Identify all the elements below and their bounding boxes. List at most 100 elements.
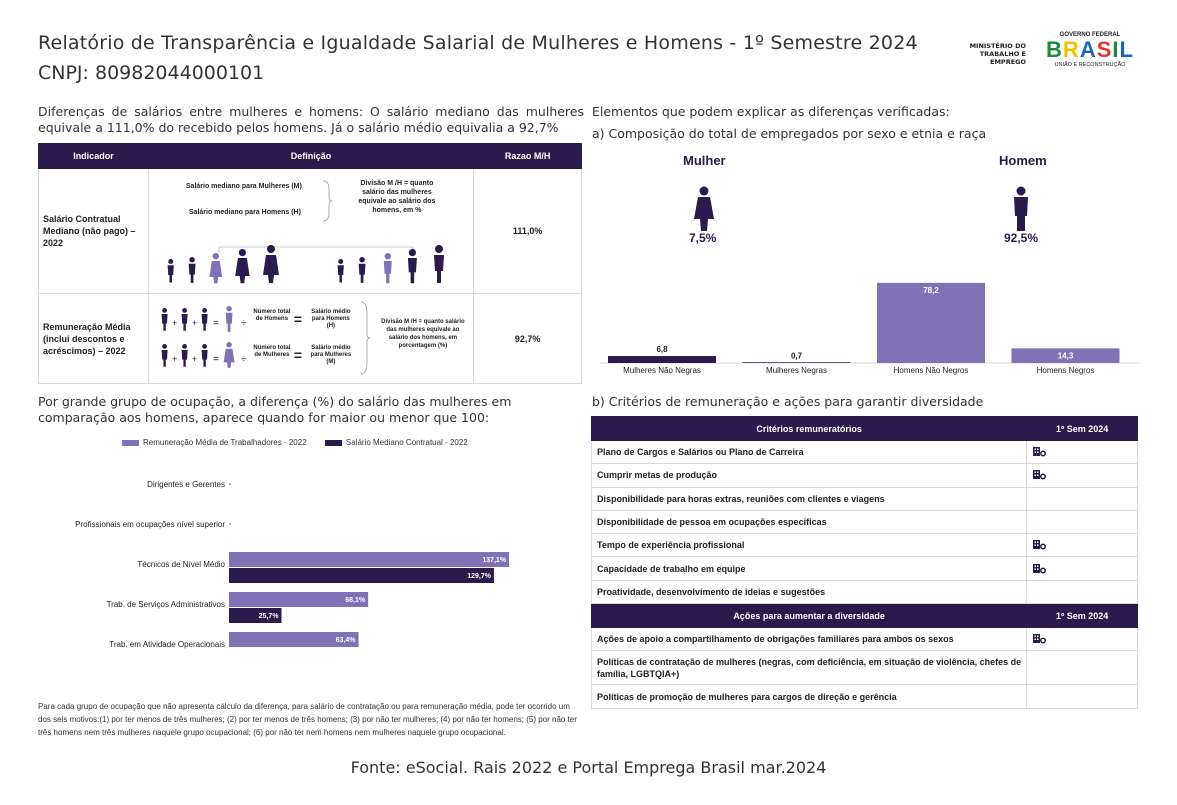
indicator-average: Remuneração Média (inclui descontos e ac… [38,293,149,384]
salary-intro: Diferenças de salários entre mulheres e … [38,104,584,135]
legend-swatch-median [324,439,342,446]
actions-header: Ações para aumentar a diversidade [590,603,1028,629]
comp-category-label: Homens Negros [1037,366,1095,375]
criteria-title: b) Critérios de remuneração e ações para… [592,394,984,409]
criteria-label: Cumprir metas de produção [590,463,1028,488]
comp-bar [608,356,716,363]
def-division-average: Divisão M /H = quanto salário das mulher… [381,319,465,349]
num-women-label: Número total de Mulheres [253,345,291,358]
occ-bar [229,632,359,647]
brace-icon [360,301,370,375]
num-men-label: Número total de Homens [253,309,291,322]
definition-median: Salário mediano para Mulheres (M) Salári… [147,168,475,294]
actions-header-row: Ações para aumentar a diversidade 1º Sem… [590,603,1138,629]
gov-logo-main: BRASIL [1046,37,1134,62]
occ-value-label: 63,4% [336,637,357,644]
table-row: Disponibilidade de pessoa em ocupações e… [590,509,1138,535]
semester-header-2: 1º Sem 2024 [1026,603,1138,629]
occ-category-label: Dirigentes e Gerentes [147,480,225,489]
people-sum-women-icon: + + = ÷ [161,342,247,368]
women-label: Mulher [683,153,726,168]
equals-icon: = [293,311,303,327]
criteria-check [1026,533,1138,558]
page-title: Relatório de Transparência e Igualdade S… [38,32,918,54]
svg-text:+: + [192,318,197,328]
table-row: Remuneração Média (inclui descontos e ac… [38,293,582,384]
comp-bar [742,362,851,363]
man-icon [1014,186,1028,231]
definition-average: + + = ÷ Número total de Homens = Salário… [147,293,475,384]
table-row: Salário Contratual Mediano (não pago) – … [38,168,582,294]
occ-value-label: 137,1% [482,557,507,564]
actions-label: Políticas de promoção de mulheres para c… [590,684,1028,709]
legend-swatch-remuneration [122,439,139,446]
comp-value-label: 14,3 [1058,351,1074,360]
legend-median: Salário Mediano Contratual - 2022 [345,438,468,447]
elements-intro: Elementos que podem explicar as diferenç… [592,104,950,119]
occ-bar [229,592,369,607]
gov-logo-bottom: UNIÃO E RECONSTRUÇÃO [1054,62,1126,68]
criteria-check [1026,509,1138,535]
occupation-chart: Dirigentes e Gerentes Profissionais em oc… [75,480,510,649]
cnpj: CNPJ: 80982044000101 [38,62,265,84]
actions-label: Políticas de contratação de mulheres (ne… [590,650,1028,686]
svg-text:=: = [213,354,219,365]
criteria-header: Critérios remuneratórios [590,416,1028,441]
comp-value-label: 78,2 [923,286,939,295]
source: Fonte: eSocial. Rais 2022 e Portal Empre… [350,758,827,777]
women-pct: 7,5% [689,231,717,245]
comp-bar [877,282,985,363]
ratio-average: 92,7% [473,293,582,384]
svg-text:÷: ÷ [241,354,247,365]
occ-category-label: Trab. em Atividade Operacionais [109,640,225,649]
svg-text:=: = [213,318,219,329]
building-icon [1033,470,1047,480]
occ-bar [229,552,510,567]
composition-chart: 6,8 Mulheres Não Negras 0,7 Mulheres Negras… [600,282,1140,375]
comp-bar [1011,348,1120,363]
comp-value-label: 0,7 [791,351,803,360]
ministry-logo: MINISTÉRIO DO TRABALHO E EMPREGO [969,42,1026,66]
table-row: Políticas de promoção de mulheres para c… [590,684,1138,709]
criteria-check [1026,486,1138,511]
occ-value-label: 25,7% [259,613,280,620]
indicator-table-header: Indicador Definição Razao M/H [38,143,582,169]
building-icon [1033,563,1047,574]
avg-women-label: Salário médio para Mulheres (M) [310,345,352,365]
composition-title: a) Composição do total de empregados por… [592,126,987,141]
col-definition: Definição [147,143,475,169]
criteria-table: Critérios remuneratórios 1º Sem 2024 Pla… [590,416,1138,709]
legend-remuneration: Remuneração Média de Trabalhadores - 202… [143,438,307,447]
occ-value-label: 68,1% [345,597,366,604]
occ-category-label: Trab. de Serviços Administrativos [107,600,225,609]
criteria-label: Disponibilidade para horas extras, reuni… [590,486,1028,511]
criteria-check [1026,463,1138,488]
def-division-median: Divisão M /H = quanto salário das mulher… [358,180,436,214]
criteria-label: Disponibilidade de pessoa em ocupações e… [590,509,1028,535]
def-men-median: Salário mediano para Homens (H) [188,209,301,216]
actions-label: Ações de apoio a compartilhamento de obr… [590,627,1028,652]
table-row: Ações de apoio a compartilhamento de obr… [590,627,1138,652]
svg-text:+: + [172,318,177,328]
indicator-table: Indicador Definição Razao M/H Salário Co… [38,143,582,384]
indicator-median: Salário Contratual Mediano (não pago) – … [38,168,149,294]
occupation-intro: Por grande grupo de ocupação, a diferenç… [38,394,512,425]
building-icon [1033,540,1047,550]
criteria-label: Proatividade, desenvolvimento de ideias … [590,579,1028,605]
people-sum-men-icon: + + = ÷ [161,306,247,332]
semester-header: 1º Sem 2024 [1026,416,1138,441]
occ-bar [229,608,282,623]
ratio-median: 111,0% [473,168,582,294]
comp-category-label: Mulheres Negras [766,366,827,375]
avg-men-label: Salário médio para Homens (H) [311,309,351,329]
occ-category-label: Profissionais em ocupações nível superio… [75,520,225,529]
occupation-legend: Remuneração Média de Trabalhadores - 202… [122,438,468,447]
actions-check [1026,650,1138,686]
criteria-check [1026,439,1138,465]
table-row: Cumprir metas de produção [590,463,1138,488]
gov-brasil-logo: GOVERNO FEDERAL BRASIL UNIÃO E RECONSTRU… [1040,32,1140,78]
criteria-check [1026,556,1138,581]
equals-icon: = [293,347,303,363]
gov-logo-top: GOVERNO FEDERAL [1059,32,1121,38]
actions-check [1026,684,1138,709]
